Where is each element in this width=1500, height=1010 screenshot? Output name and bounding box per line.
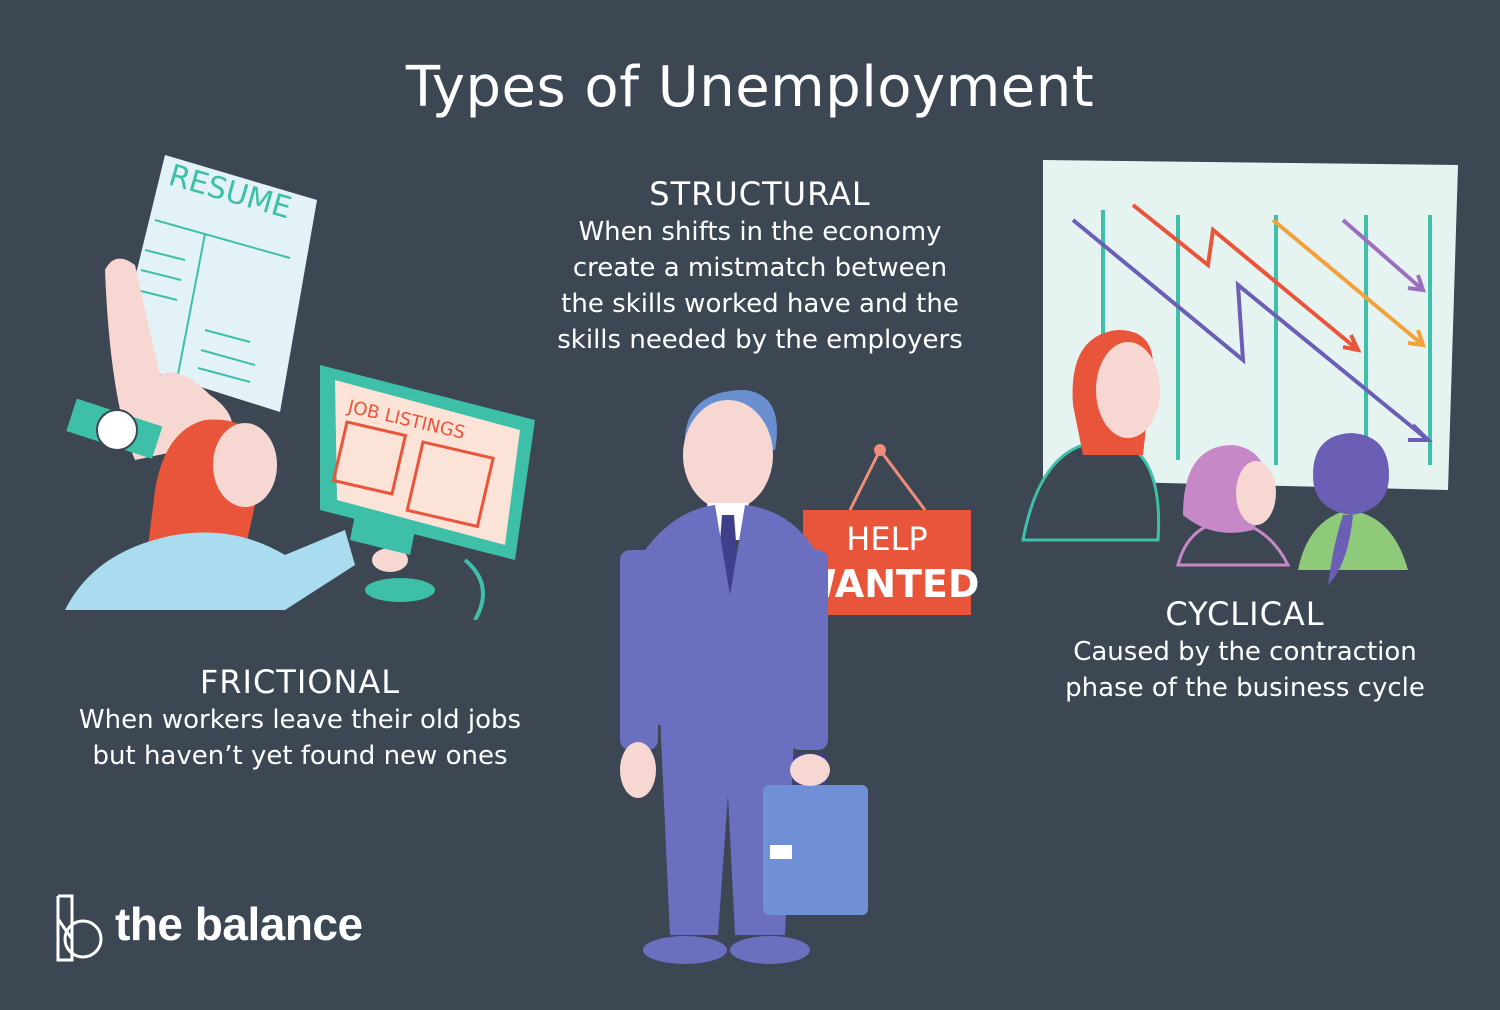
man-right-hand (790, 754, 830, 786)
head-in-hands-person (1298, 433, 1408, 585)
cyclical-illustration (1021, 160, 1458, 585)
frictional-desc-line2: but haven’t yet found new ones (92, 741, 508, 771)
brand-logo: the balance (55, 893, 395, 963)
brand-name: the balance (115, 898, 363, 950)
man-right-shoe (730, 936, 810, 964)
cyclical-desc-line2: phase of the business cycle (1065, 673, 1425, 703)
frictional-desc-line1: When workers leave their old jobs (78, 705, 522, 735)
hand (105, 258, 233, 460)
structural-illustration: HELP WANTED (620, 390, 979, 964)
structural-heading: STRUCTURAL (649, 175, 871, 213)
man-left-shoe (643, 936, 727, 964)
frictional-block: FRICTIONAL When workers leave their old … (40, 662, 560, 774)
frictional-heading: FRICTIONAL (199, 663, 401, 701)
computer-monitor: JOB LISTINGS (320, 365, 535, 620)
man-face (683, 400, 773, 510)
frictional-illustration: RESUME JOB LISTINGS (65, 155, 535, 620)
structural-desc-line1: When shifts in the economy (578, 217, 942, 247)
woman-hand (372, 548, 408, 572)
cyclical-heading: CYCLICAL (1165, 595, 1325, 633)
woman-body (65, 530, 355, 610)
balance-logo-icon (56, 894, 103, 962)
resume-paper: RESUME (115, 155, 317, 412)
man-left-hand (620, 742, 656, 798)
woman-face (213, 423, 277, 507)
man-trousers (660, 715, 795, 935)
man-right-arm (790, 550, 828, 750)
page-title: Types of Unemployment (405, 55, 1095, 120)
man-suit-jacket (645, 505, 815, 725)
cyclical-desc-line1: Caused by the contraction (1073, 637, 1417, 667)
watch-icon (96, 409, 138, 451)
man-left-arm (620, 550, 658, 750)
structural-block: STRUCTURAL When shifts in the economy cr… (520, 174, 1000, 358)
structural-desc-line3: the skills worked have and the (561, 289, 959, 319)
worried-woman (1176, 445, 1291, 567)
structural-desc-line4: skills needed by the employers (557, 325, 963, 355)
cyclical-block: CYCLICAL Caused by the contraction phase… (1020, 594, 1470, 706)
help-label: HELP (846, 520, 927, 558)
worried-man (1021, 330, 1161, 542)
structural-desc-line2: create a mistmatch between (572, 253, 948, 283)
